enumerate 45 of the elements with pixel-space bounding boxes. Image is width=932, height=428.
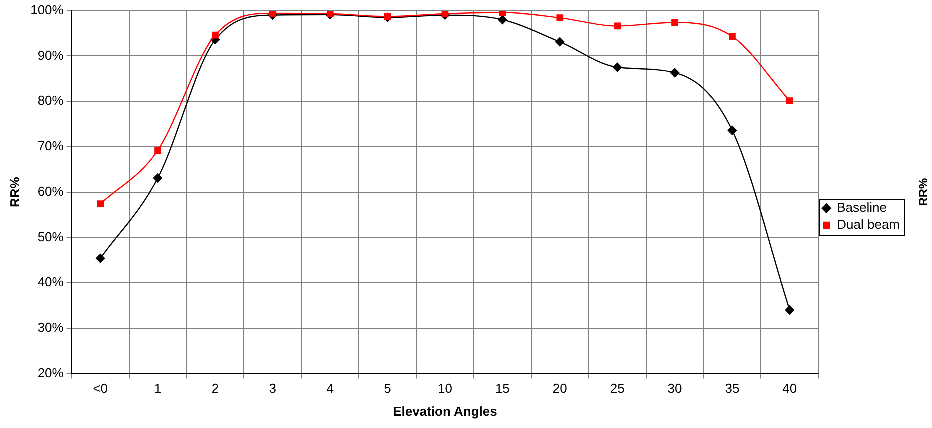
y-tick-label: 50% <box>38 229 64 244</box>
x-tick-label: 2 <box>212 381 220 396</box>
legend-label: Baseline <box>837 200 888 216</box>
legend-label: Dual beam <box>837 217 900 232</box>
point <box>212 32 219 39</box>
text: RR% <box>916 178 930 206</box>
x-tick-label: <0 <box>93 381 108 396</box>
point <box>154 147 162 154</box>
y-axis-title: RR% <box>7 176 22 208</box>
y-tick-label: 20% <box>38 365 64 380</box>
x-axis-title: Elevation Angles <box>393 404 498 419</box>
x-tick-label: 10 <box>438 381 452 396</box>
x-tick-label: 35 <box>725 381 740 396</box>
point <box>269 10 276 17</box>
point <box>326 10 334 18</box>
point <box>672 19 678 26</box>
point <box>612 62 622 72</box>
point <box>670 68 680 78</box>
y-tick-label: 80% <box>38 93 64 108</box>
y-tick-label: 40% <box>38 274 64 290</box>
point <box>728 126 738 136</box>
point <box>556 38 565 47</box>
point <box>498 15 508 24</box>
y-tick-label: 90% <box>38 48 64 63</box>
x-tick-label: 5 <box>384 381 392 396</box>
y-tick-label: 30% <box>38 320 64 336</box>
point <box>153 174 163 183</box>
point <box>614 22 622 30</box>
x-tick-label: 4 <box>326 381 334 396</box>
x-tick-label: 40 <box>782 381 798 396</box>
point <box>96 254 106 264</box>
y-tick-label: 100% <box>30 2 64 18</box>
point <box>729 33 736 40</box>
y-tick-label: 60% <box>38 184 64 199</box>
x-tick-label: 1 <box>154 381 162 396</box>
x-tick-label: 20 <box>552 381 568 396</box>
point <box>97 200 104 208</box>
y-tick-label: 70% <box>38 138 64 154</box>
point <box>786 98 794 105</box>
point <box>785 306 795 315</box>
x-tick-label: 15 <box>495 381 510 396</box>
point <box>556 14 564 22</box>
x-tick-label: 30 <box>668 381 682 396</box>
x-tick-label: 25 <box>610 381 625 396</box>
x-tick-label: 3 <box>269 381 277 396</box>
